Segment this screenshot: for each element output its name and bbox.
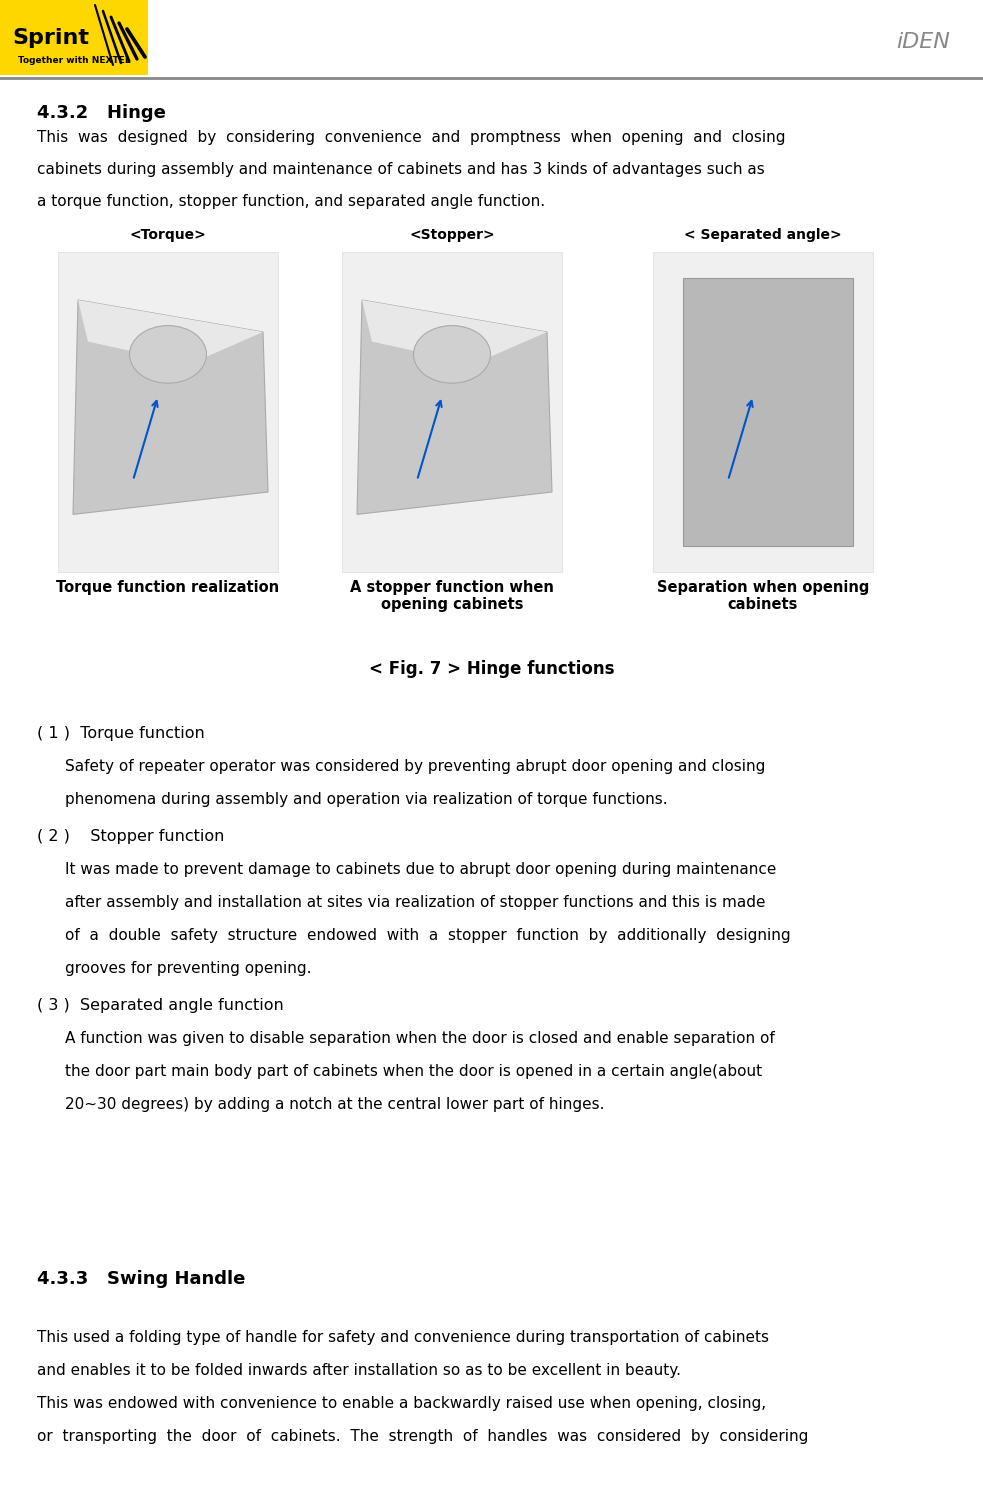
Text: A function was given to disable separation when the door is closed and enable se: A function was given to disable separati… (65, 1031, 775, 1046)
Text: 4.3.3   Swing Handle: 4.3.3 Swing Handle (37, 1270, 246, 1288)
Text: Together with NEXTEL: Together with NEXTEL (18, 55, 131, 64)
Bar (58, 252, 278, 572)
Text: <Torque>: <Torque> (130, 228, 206, 243)
Polygon shape (357, 300, 552, 514)
Text: or  transporting  the  door  of  cabinets.  The  strength  of  handles  was  con: or transporting the door of cabinets. Th… (37, 1429, 808, 1444)
Text: grooves for preventing opening.: grooves for preventing opening. (65, 962, 312, 977)
Text: a torque function, stopper function, and separated angle function.: a torque function, stopper function, and… (37, 195, 546, 210)
Bar (653, 252, 873, 572)
Polygon shape (362, 300, 547, 364)
Text: 20~30 degrees) by adding a notch at the central lower part of hinges.: 20~30 degrees) by adding a notch at the … (65, 1097, 605, 1112)
Text: This used a folding type of handle for safety and convenience during transportat: This used a folding type of handle for s… (37, 1330, 769, 1345)
Text: Safety of repeater operator was considered by preventing abrupt door opening and: Safety of repeater operator was consider… (65, 759, 766, 774)
Ellipse shape (414, 325, 491, 383)
Text: <Stopper>: <Stopper> (409, 228, 494, 243)
Text: cabinets during assembly and maintenance of cabinets and has 3 kinds of advantag: cabinets during assembly and maintenance… (37, 162, 765, 177)
Text: Torque function realization: Torque function realization (56, 580, 279, 595)
Text: iDEN: iDEN (896, 31, 950, 52)
Ellipse shape (130, 325, 206, 383)
Text: < Fig. 7 > Hinge functions: < Fig. 7 > Hinge functions (369, 661, 614, 679)
Text: ( 2 )    Stopper function: ( 2 ) Stopper function (37, 828, 224, 843)
Text: and enables it to be folded inwards after installation so as to be excellent in : and enables it to be folded inwards afte… (37, 1363, 681, 1378)
Text: ( 1 )  Torque function: ( 1 ) Torque function (37, 727, 204, 742)
Bar (0, 0, 148, 75)
Text: This was endowed with convenience to enable a backwardly raised use when opening: This was endowed with convenience to ena… (37, 1396, 766, 1411)
Text: ( 3 )  Separated angle function: ( 3 ) Separated angle function (37, 998, 284, 1013)
Text: Sprint: Sprint (12, 28, 89, 48)
Text: Separation when opening
cabinets: Separation when opening cabinets (657, 580, 869, 613)
Polygon shape (683, 277, 853, 547)
Text: phenomena during assembly and operation via realization of torque functions.: phenomena during assembly and operation … (65, 792, 667, 807)
Bar (342, 252, 562, 572)
Text: It was made to prevent damage to cabinets due to abrupt door opening during main: It was made to prevent damage to cabinet… (65, 861, 777, 876)
Text: A stopper function when
opening cabinets: A stopper function when opening cabinets (350, 580, 554, 613)
Text: 4.3.2   Hinge: 4.3.2 Hinge (37, 103, 166, 121)
Polygon shape (78, 300, 263, 364)
Text: the door part main body part of cabinets when the door is opened in a certain an: the door part main body part of cabinets… (65, 1064, 762, 1079)
Text: of  a  double  safety  structure  endowed  with  a  stopper  function  by  addit: of a double safety structure endowed wit… (65, 927, 790, 944)
Polygon shape (73, 300, 268, 514)
Text: after assembly and installation at sites via realization of stopper functions an: after assembly and installation at sites… (65, 894, 766, 909)
Text: < Separated angle>: < Separated angle> (684, 228, 841, 243)
Text: This  was  designed  by  considering  convenience  and  promptness  when  openin: This was designed by considering conveni… (37, 130, 785, 145)
